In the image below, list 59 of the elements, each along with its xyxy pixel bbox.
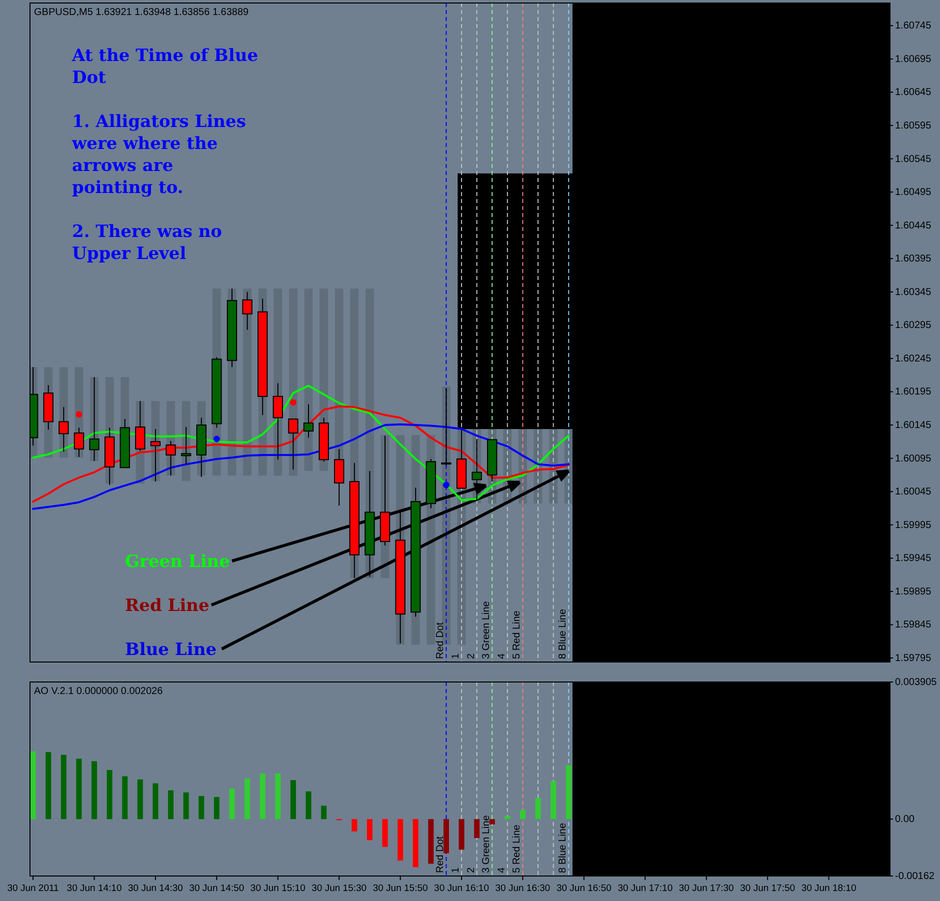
y-tick-label: 0.003905 <box>895 676 938 688</box>
x-tick-label: 30 Jun 17:10 <box>618 883 673 894</box>
x-tick-label: 30 Jun 16:50 <box>556 883 612 894</box>
x-tick-label: 30 Jun 16:10 <box>434 883 489 894</box>
y-tick-label: 1.60545 <box>895 153 932 164</box>
y-tick-label: 1.60345 <box>895 286 932 298</box>
y-tick-label: 1.60495 <box>895 186 932 198</box>
y-tick-label: -0.00162 <box>895 870 935 882</box>
ref-line-label: 3 Green Line <box>481 814 492 873</box>
ref-line-label: 1 <box>450 867 462 873</box>
ref-line-label: 2 <box>466 867 477 873</box>
y-tick-label: 1.60295 <box>895 320 932 331</box>
ref-line-label: Red Dot <box>435 622 446 659</box>
y-tick-label: 1.60095 <box>895 452 932 464</box>
y-tick-label: 1.60595 <box>895 120 932 131</box>
y-tick-label: 1.60195 <box>895 386 932 398</box>
ref-line-label: 3 Green Line <box>481 600 492 659</box>
annotation: Red Line <box>125 596 210 616</box>
y-tick-label: 1.60645 <box>895 86 932 98</box>
ref-line-label: Red Dot <box>435 836 446 873</box>
x-tick-label: 30 Jun 17:30 <box>678 883 734 894</box>
annotation: Green Line <box>125 552 230 572</box>
ref-line-label: 1 <box>450 653 462 659</box>
annotation: Blue Line <box>125 640 217 660</box>
x-tick-label: 30 Jun 16:30 <box>495 883 550 894</box>
y-tick-label: 1.59995 <box>895 519 932 530</box>
x-tick-label: 30 Jun 17:50 <box>740 883 796 894</box>
chart-title: GBPUSD,M5 1.63921 1.63948 1.63856 1.63889 <box>34 7 250 18</box>
annotation: At the Time of Blue Dot <box>71 46 258 88</box>
y-tick-label: 1.60395 <box>895 253 932 264</box>
x-tick-label: 30 Jun 18:10 <box>801 883 856 894</box>
ref-line-label: 2 <box>466 653 477 659</box>
y-tick-label: 1.59895 <box>895 586 932 597</box>
ref-line-label: 8 Blue Line <box>558 822 569 873</box>
x-tick-label: 30 Jun 14:30 <box>128 883 183 894</box>
y-tick-label: 1.59845 <box>895 619 932 630</box>
y-tick-label: 1.59945 <box>895 552 932 564</box>
x-tick-label: 30 Jun 15:30 <box>312 883 367 894</box>
y-tick-label: 0.00 <box>895 814 915 825</box>
chart-title: AO V.2.1 0.000000 0.002026 <box>34 686 164 697</box>
ref-line-label: 5 Red Line <box>512 824 523 873</box>
y-tick-label: 1.60695 <box>895 53 932 64</box>
x-tick-label: 30 Jun 14:50 <box>189 883 244 894</box>
y-tick-label: 1.60145 <box>895 420 932 431</box>
ref-line-label: 5 Red Line <box>512 610 523 659</box>
annotation: 2. There was no Upper Level <box>72 222 222 264</box>
x-tick-label: 30 Jun 15:50 <box>372 883 428 894</box>
ref-line-label: 4 <box>496 653 508 659</box>
annotation: 1. Alligators Lines were where the arrows are pointing to. <box>71 112 246 198</box>
x-tick-label: 30 Jun 15:10 <box>250 883 306 894</box>
ref-line-label: 8 Blue Line <box>558 608 569 659</box>
y-tick-label: 1.60045 <box>895 486 932 498</box>
x-tick-label: 30 Jun 14:10 <box>66 883 122 894</box>
ref-line-label: 4 <box>496 867 508 873</box>
y-tick-label: 1.60445 <box>895 220 932 231</box>
y-tick-label: 1.59795 <box>895 652 932 664</box>
x-tick-label: 30 Jun 2011 <box>7 883 59 894</box>
y-tick-label: 1.60745 <box>895 20 932 32</box>
y-tick-label: 1.60245 <box>895 352 932 364</box>
